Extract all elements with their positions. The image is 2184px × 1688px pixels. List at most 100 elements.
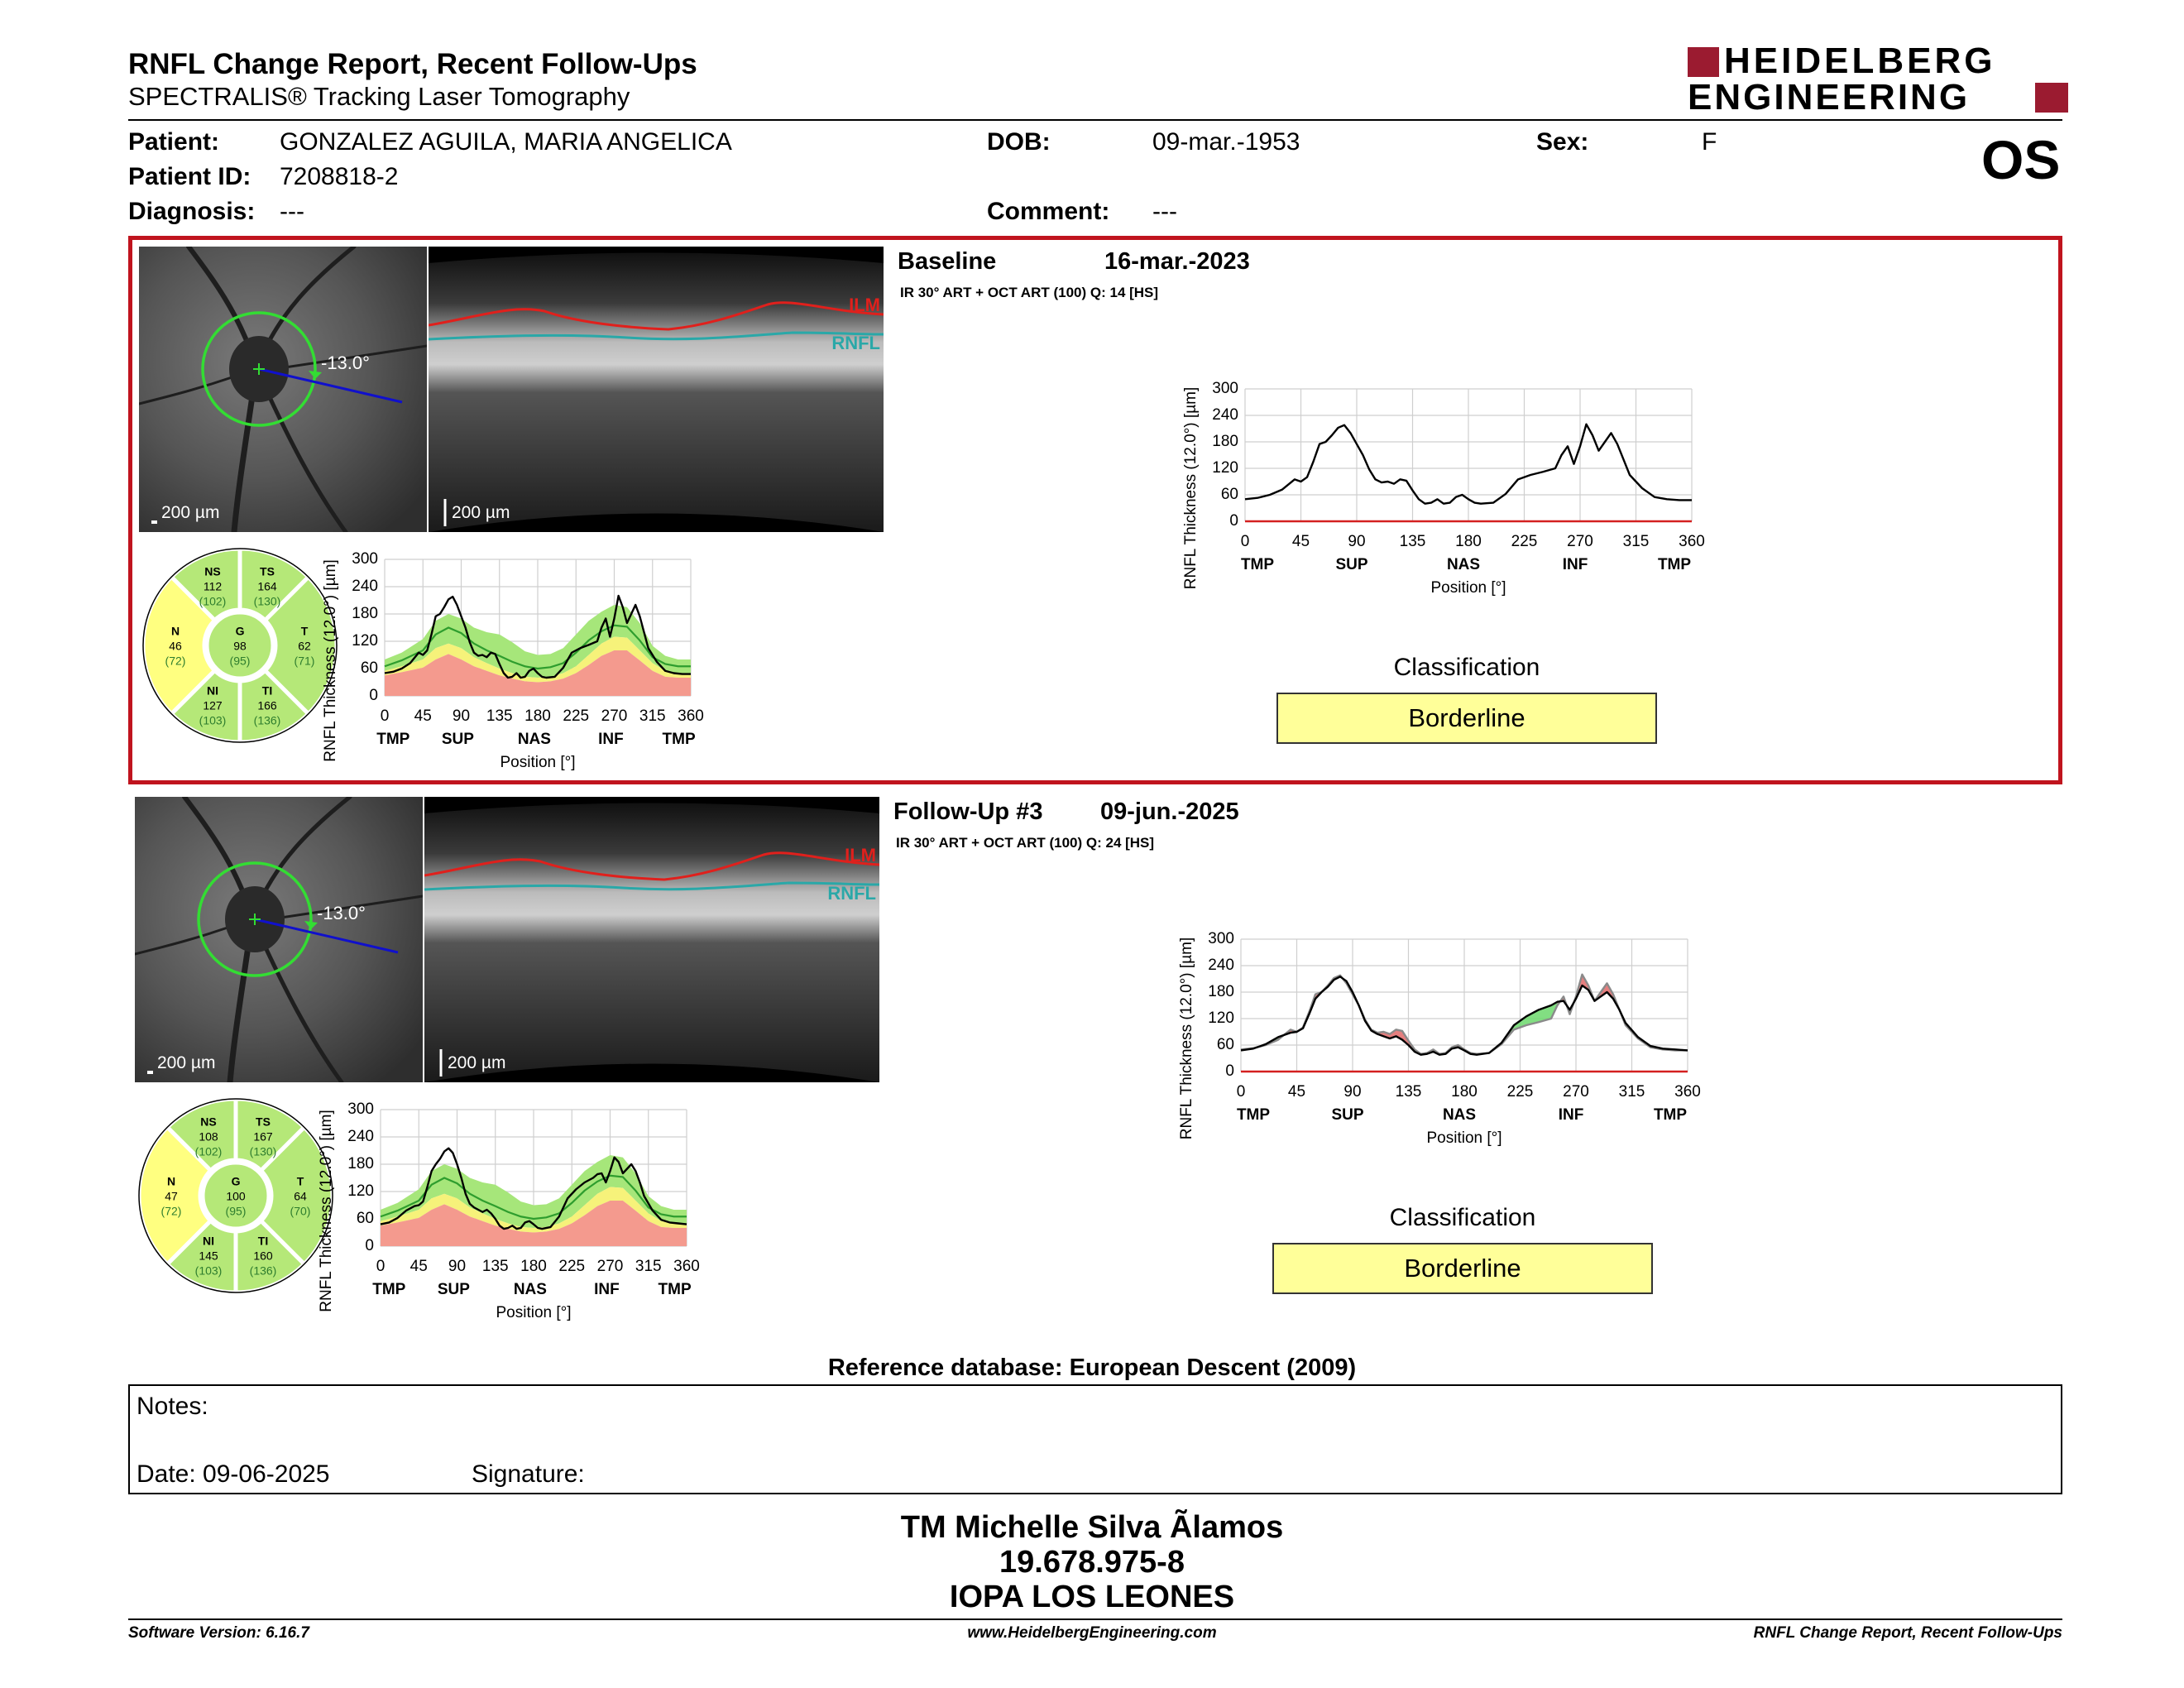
footer-report-name: RNFL Change Report, Recent Follow-Ups [1753,1624,2062,1642]
header-divider [128,119,2062,121]
patient-id-label: Patient ID: [128,163,251,190]
sector-ni-ref: (103) [199,714,227,727]
classification-badge: Borderline [1272,1243,1653,1294]
x-tick-label: 180 [1451,1083,1478,1101]
y-tick-label: 180 [1212,433,1238,450]
y-tick-label: 300 [347,1101,374,1118]
sector-ti-ref: (136) [250,1264,277,1278]
sex-label: Sex: [1536,128,1589,156]
x-tick-label: 135 [486,707,513,725]
x-tick-label: 45 [414,707,432,725]
comment-label: Comment: [987,198,1110,225]
y-tick-label: 0 [1229,512,1238,530]
sector-t-value: 62 [298,640,311,653]
x-tick-label: 90 [1343,1083,1361,1101]
sector-t-ref: (70) [290,1205,311,1218]
region-label: TMP [1654,1106,1687,1124]
rnfl-profile-chart-normative: 0 60 120 180 240 300 0 45 90 135 180 225 270 315 360 TM… [322,550,704,771]
x-tick-label: 225 [563,707,589,725]
x-axis-label: Position [°] [496,1304,571,1321]
x-tick-label: 270 [601,707,628,725]
oct-bscan: ILM RNFL 200 µm [429,247,884,532]
x-tick-label: 0 [1241,533,1250,550]
y-tick-label: 180 [1208,983,1234,1000]
technician-id: 19.678.975-8 [999,1545,1185,1580]
y-tick-label: 60 [357,1210,374,1227]
sector-g [200,1160,271,1231]
diff-segment [1396,1029,1402,1040]
fundus-image: -13.0° 200 µm [139,247,427,532]
y-tick-label: 60 [1221,486,1238,503]
dob-value: 09-mar.-1953 [1152,128,1300,156]
patient-label: Patient: [128,128,220,156]
x-axis-label: Position [°] [500,754,575,771]
diagnosis-value: --- [280,198,304,225]
sector-g-value: 100 [226,1190,246,1203]
y-tick-label: 240 [1208,957,1234,974]
x-tick-label: 225 [558,1258,585,1275]
y-tick-label: 120 [352,632,378,650]
y-axis-label: RNFL Thickness (12.0°) [µm] [318,1110,335,1312]
sector-g-label: G [236,625,245,638]
y-tick-label: 60 [361,659,378,677]
x-tick-label: 45 [1288,1083,1305,1101]
notes-box: Notes: Date: 09-06-2025 Signature: [128,1384,2062,1494]
exam-label: Follow-Up #3 [893,798,1043,825]
software-version: Software Version: 6.16.7 [128,1624,309,1642]
region-label: TMP [1237,1106,1270,1124]
sector-ti-value: 160 [253,1249,273,1263]
region-label: TMP [376,731,410,748]
region-label: TMP [663,731,696,748]
sector-ni-value: 145 [199,1249,218,1263]
y-tick-label: 240 [352,578,378,595]
x-tick-label: 270 [597,1258,624,1275]
x-tick-label: 360 [673,1258,700,1275]
x-tick-label: 360 [678,707,704,725]
series-line-1 [384,594,691,679]
x-tick-label: 135 [1400,533,1426,550]
y-tick-label: 0 [369,687,378,704]
institution-name: IOPA LOS LEONES [949,1580,1235,1614]
x-tick-label: 0 [1237,1083,1246,1101]
ilm-label: ILM [845,845,876,866]
sector-ts-value: 167 [253,1130,273,1144]
diff-segment [1526,1009,1539,1025]
norm-band-red [381,1201,687,1246]
region-label: SUP [1331,1106,1363,1124]
norm-median-line [384,624,691,670]
y-axis-label: RNFL Thickness (12.0°) [µm] [1178,938,1195,1140]
y-tick-label: 120 [1212,459,1238,477]
report-title: RNFL Change Report, Recent Follow-Ups [128,48,697,80]
region-label: TMP [1658,556,1691,573]
rnfl-label: RNFL [831,333,880,353]
patient-id-value: 7208818-2 [280,163,399,190]
sector-n-label: N [171,625,180,638]
region-label: INF [598,731,624,748]
reference-database: Reference database: European Descent (20… [827,1355,1357,1381]
comment-value: --- [1152,198,1177,225]
sector-outline [138,1098,333,1293]
sector-ns-value: 112 [204,580,223,593]
rnfl-label: RNFL [827,883,876,904]
sector-ni-label: NI [207,684,218,698]
signature-label: Signature: [472,1460,585,1488]
sector-ns-value: 108 [199,1130,218,1144]
classification-title: Classification [1389,1204,1536,1231]
norm-band-red [385,650,691,696]
x-tick-label: 270 [1563,1083,1589,1101]
sector-n-value: 47 [165,1190,178,1203]
sector-n-ref: (72) [161,1205,182,1218]
sector-g [204,610,275,681]
x-tick-label: 180 [524,707,551,725]
bscan-scale-label: 200 µm [448,1053,506,1072]
report-subtitle: SPECTRALIS® Tracking Laser Tomography [128,82,630,111]
x-axis-label: Position [°] [1426,1129,1502,1147]
region-label: TMP [659,1281,692,1298]
sector-n-label: N [167,1175,175,1188]
x-tick-label: 45 [1292,533,1310,550]
sector-t-label: T [297,1175,304,1188]
x-tick-label: 315 [1619,1083,1645,1101]
sector-ns-label: NS [204,565,220,578]
y-tick-label: 0 [1225,1062,1234,1080]
fundus-image: -13.0° 200 µm [135,797,423,1082]
